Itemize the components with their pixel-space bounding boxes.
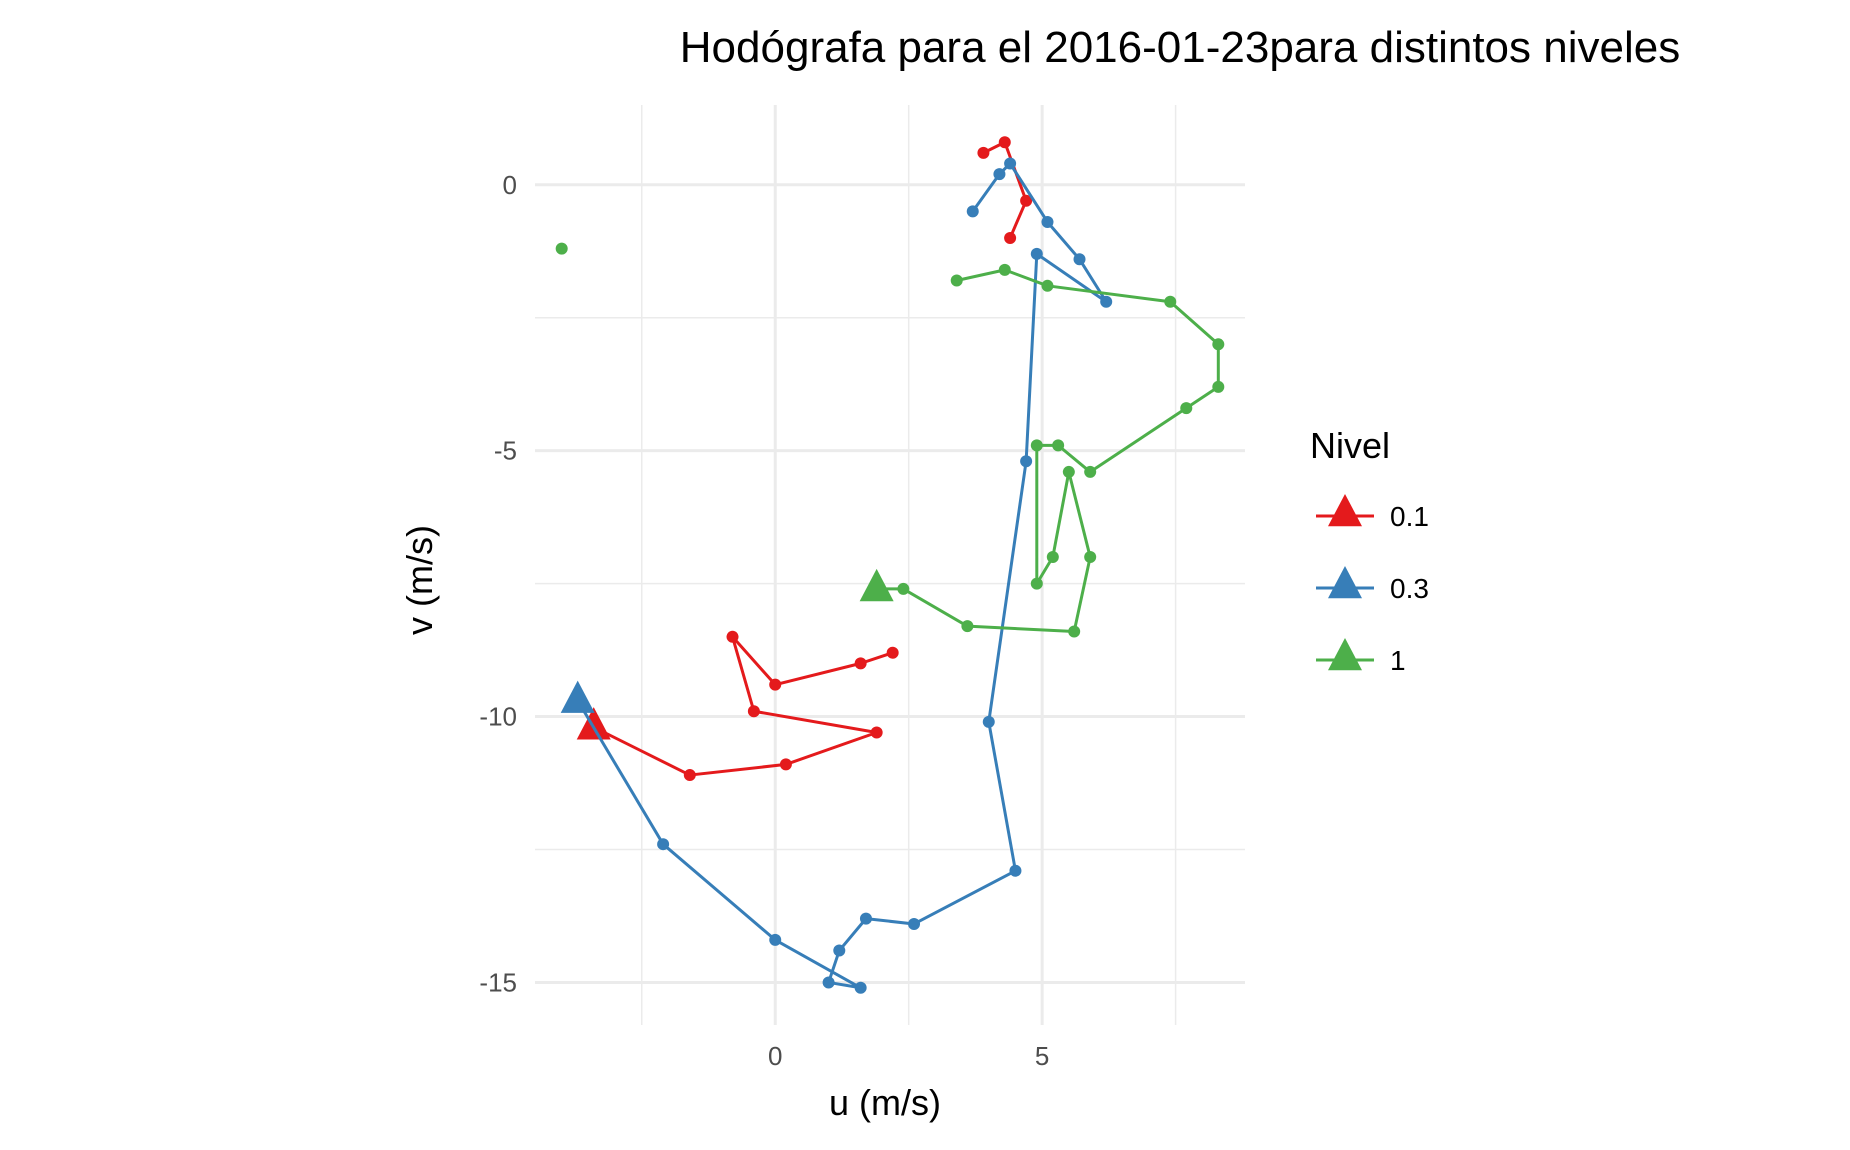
legend-label: 0.3: [1390, 573, 1429, 604]
start-marker: [560, 680, 595, 713]
x-tick-label: 5: [1035, 1041, 1049, 1071]
legend-key-marker: [1328, 565, 1362, 599]
data-point: [961, 620, 974, 633]
data-point: [779, 758, 792, 771]
data-point: [854, 657, 867, 670]
data-point: [747, 705, 760, 718]
data-point: [1212, 380, 1225, 393]
data-point: [1062, 465, 1075, 478]
data-point: [1084, 551, 1097, 564]
data-point: [993, 168, 1006, 181]
legend-title: Nivel: [1310, 425, 1390, 466]
data-point: [966, 205, 979, 218]
legend-label: 0.1: [1390, 501, 1429, 532]
data-point: [1084, 465, 1097, 478]
data-point: [886, 646, 899, 659]
legend-item-0.1: 0.1: [1316, 493, 1429, 532]
axis-tick-labels: 0 5 0 -5 -10 -15: [479, 170, 1049, 1071]
legend-key-marker: [1328, 637, 1362, 671]
data-point: [998, 263, 1011, 276]
y-tick-label: 0: [503, 170, 517, 200]
legend-item-0.3: 0.3: [1316, 565, 1429, 604]
data-point: [769, 933, 782, 946]
y-tick-label: -5: [494, 436, 517, 466]
x-tick-label: 0: [768, 1041, 782, 1071]
data-point: [833, 944, 846, 957]
data-point: [950, 274, 963, 287]
data-point: [769, 678, 782, 691]
data-point: [1052, 439, 1065, 452]
series-0.3: [560, 157, 1113, 994]
data-point: [1030, 577, 1043, 590]
y-tick-label: -10: [479, 702, 517, 732]
data-point: [822, 976, 835, 989]
data-point: [1004, 157, 1017, 170]
x-axis-title: u (m/s): [829, 1082, 941, 1123]
data-point: [1046, 551, 1059, 564]
data-point: [1100, 295, 1113, 308]
grid: [535, 105, 1245, 1025]
y-axis-title: v (m/s): [399, 525, 440, 635]
data-point: [897, 582, 910, 595]
data-point: [1180, 402, 1193, 415]
data-point: [859, 912, 872, 925]
data-point: [726, 630, 739, 643]
data-point: [1041, 215, 1054, 228]
data-point: [1073, 253, 1086, 266]
start-marker: [576, 707, 611, 740]
series-0.1: [576, 136, 1033, 782]
data-point: [657, 838, 670, 851]
data-point: [1020, 455, 1033, 468]
legend-label: 1: [1390, 645, 1406, 676]
series-1: [555, 242, 1225, 638]
data-point: [982, 715, 995, 728]
legend-item-1: 1: [1316, 637, 1406, 676]
start-marker: [859, 568, 894, 602]
data-point: [1030, 247, 1043, 260]
data-point: [555, 242, 568, 255]
data-point: [1068, 625, 1081, 638]
data-point: [908, 917, 921, 930]
data-point: [1030, 439, 1043, 452]
chart-title: Hodógrafa para el 2016-01-23para distint…: [680, 23, 1680, 72]
series-line: [576, 161, 1108, 990]
data-point: [683, 769, 696, 782]
data-point: [1009, 864, 1022, 877]
data-point: [1164, 295, 1177, 308]
data-point: [870, 726, 883, 739]
data-point: [1212, 338, 1225, 351]
data-point: [1041, 279, 1054, 292]
data-point: [854, 981, 867, 994]
y-tick-label: -15: [479, 967, 517, 997]
legend: Nivel 0.1 0.3 1: [1310, 425, 1429, 676]
legend-key-marker: [1328, 493, 1362, 527]
series-line: [876, 268, 1220, 633]
series-layer: [555, 136, 1225, 994]
series-line: [593, 635, 894, 777]
